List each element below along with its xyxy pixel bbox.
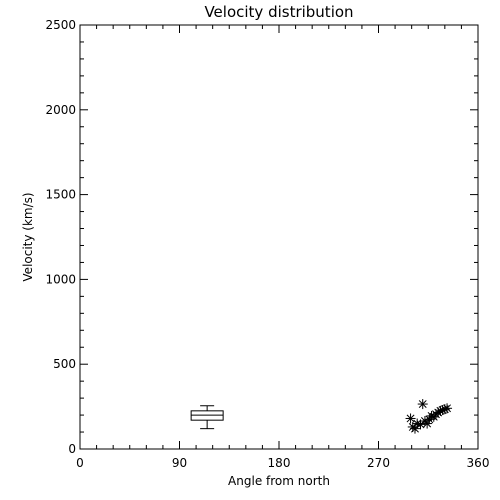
y-tick-label: 2500 [45, 18, 76, 32]
x-tick-label: 90 [172, 456, 187, 470]
data-point-stroke [413, 419, 422, 428]
data-point [442, 403, 453, 414]
y-tick-label: 0 [68, 442, 76, 456]
x-axis-label: Angle from north [228, 474, 330, 488]
y-axis-label: Velocity (km/s) [21, 192, 35, 281]
data-point-stroke [406, 414, 415, 423]
data-marks [190, 399, 453, 434]
data-point [417, 399, 428, 410]
chart-title: Velocity distribution [204, 3, 353, 21]
axis-ticks [79, 24, 479, 450]
y-tick-label: 1000 [45, 272, 76, 286]
data-point-stroke [416, 420, 425, 429]
y-tick-label: 1500 [45, 188, 76, 202]
data-point-stroke [443, 404, 451, 413]
y-tick-label: 2000 [45, 103, 76, 117]
x-tick-label: 0 [76, 456, 84, 470]
axis-tick-labels: 0 90 180 270 360 0 500 1000 1500 2000 2500 [45, 18, 489, 470]
data-point-stroke [418, 400, 427, 409]
boxplot [190, 405, 224, 430]
x-tick-label: 360 [467, 456, 490, 470]
x-tick-label: 180 [268, 456, 291, 470]
x-tick-label: 270 [367, 456, 390, 470]
y-tick-label: 500 [53, 357, 76, 371]
data-point [405, 413, 416, 424]
plot-frame [79, 24, 479, 450]
